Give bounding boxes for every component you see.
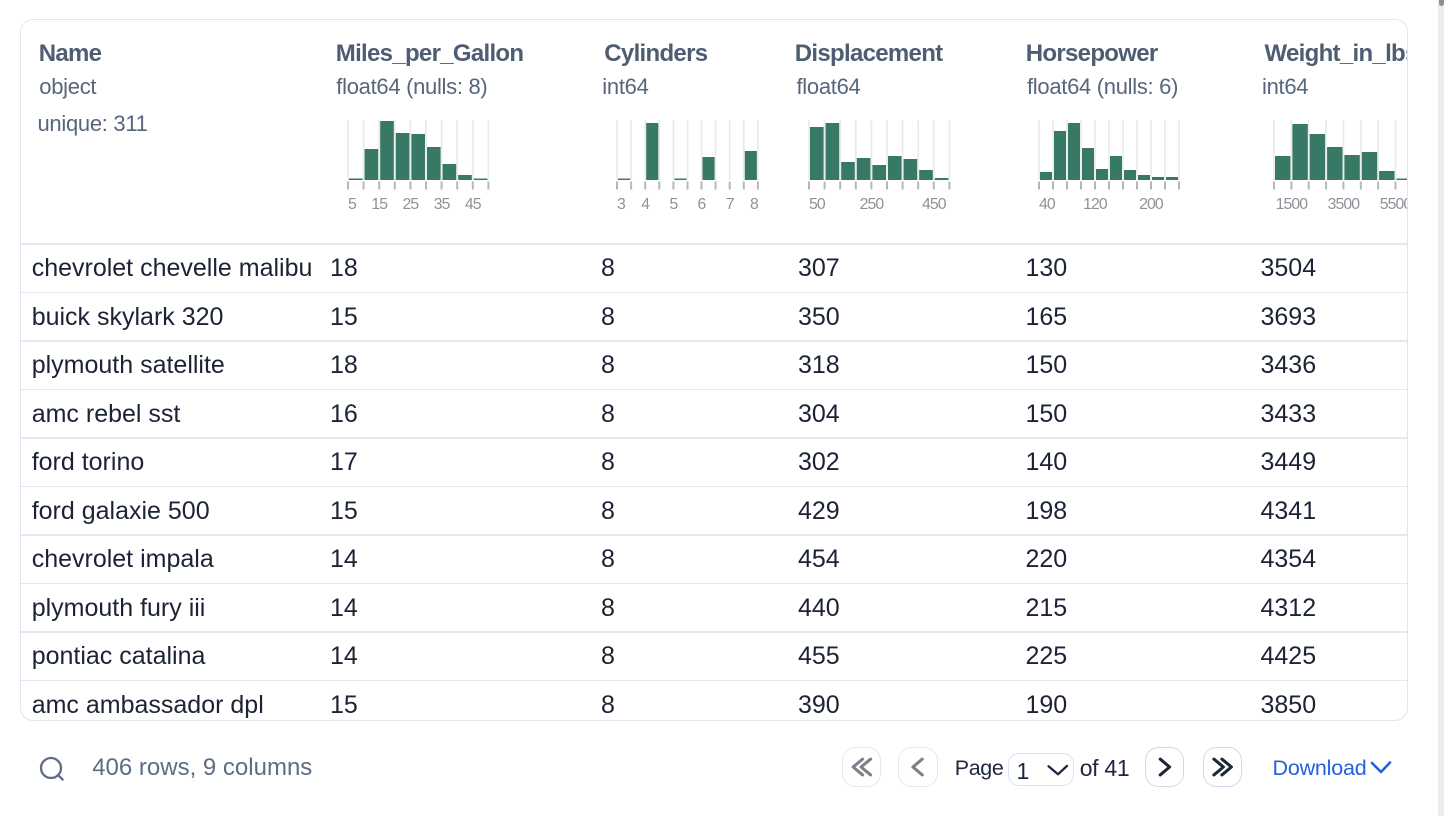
svg-text:200: 200 <box>1139 196 1164 212</box>
svg-text:5: 5 <box>348 196 357 212</box>
svg-text:3500: 3500 <box>1328 196 1361 212</box>
svg-text:1500: 1500 <box>1276 196 1309 212</box>
svg-text:5500: 5500 <box>1380 196 1408 212</box>
svg-text:45: 45 <box>465 196 482 212</box>
svg-text:15: 15 <box>372 196 389 212</box>
svg-text:7: 7 <box>725 196 733 212</box>
svg-text:6: 6 <box>697 196 706 212</box>
svg-text:35: 35 <box>434 196 451 212</box>
svg-text:120: 120 <box>1083 196 1108 212</box>
svg-text:8: 8 <box>750 196 759 212</box>
svg-text:40: 40 <box>1039 196 1056 212</box>
svg-text:5: 5 <box>669 196 678 212</box>
svg-text:3: 3 <box>617 196 626 212</box>
svg-text:50: 50 <box>809 196 826 212</box>
svg-text:250: 250 <box>859 196 884 212</box>
svg-text:4: 4 <box>641 196 650 212</box>
svg-text:25: 25 <box>403 196 420 212</box>
svg-text:450: 450 <box>922 196 947 212</box>
